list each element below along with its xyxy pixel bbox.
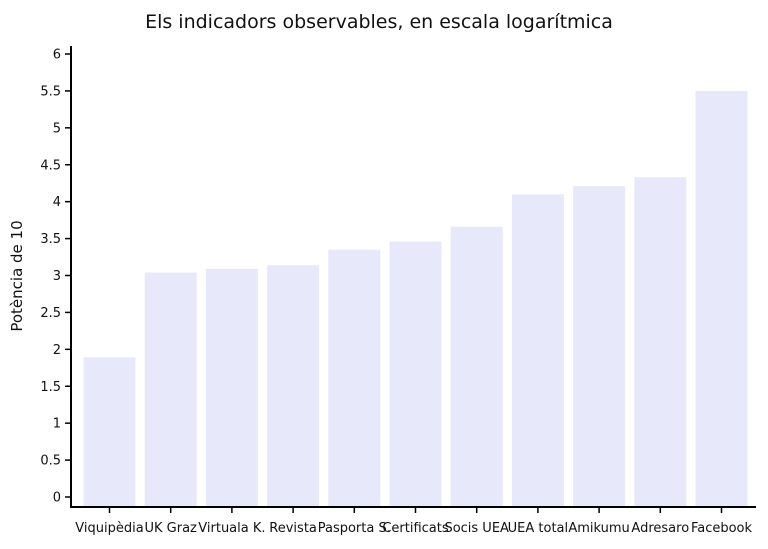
y-tick-label: 2.5 xyxy=(40,306,61,321)
y-axis-ticks: 0 0.5 1 1.5 2 2.5 3 3.5 4 4.5 5 5.5 6 xyxy=(40,48,71,506)
y-tick-label: 6 xyxy=(53,48,61,63)
chart-title: Els indicadors observables, en escala lo… xyxy=(145,11,613,33)
x-tick-label: Facebook xyxy=(691,521,753,536)
bar xyxy=(573,186,626,507)
y-tick-label: 1.5 xyxy=(40,380,61,395)
x-tick-label: Socis UEA xyxy=(444,521,509,536)
bar xyxy=(695,90,748,508)
y-tick-label: 0 xyxy=(53,491,61,506)
x-tick-label: Adresaro xyxy=(631,521,689,536)
bar xyxy=(328,249,381,508)
y-tick-label: 0.5 xyxy=(40,454,61,469)
bar xyxy=(144,272,197,507)
x-tick-label: UEA total xyxy=(508,521,568,536)
y-tick-label: 4 xyxy=(53,195,61,210)
y-tick-label: 3.5 xyxy=(40,232,61,247)
y-tick-label: 5.5 xyxy=(40,84,61,99)
x-tick-label: Pasporta S. xyxy=(318,521,391,536)
y-tick-label: 5 xyxy=(53,121,61,136)
x-tick-label: Revista xyxy=(269,521,317,536)
bar xyxy=(389,241,442,507)
x-tick-label: Viquipèdia xyxy=(75,521,143,536)
bar xyxy=(634,177,687,507)
bar xyxy=(267,265,320,507)
bar xyxy=(511,194,564,508)
x-tick-label: Amikumu xyxy=(568,521,629,536)
y-tick-label: 2 xyxy=(53,343,61,358)
y-axis-label: Potència de 10 xyxy=(8,220,26,331)
y-tick-label: 1 xyxy=(53,417,61,432)
y-tick-label: 3 xyxy=(53,269,61,284)
y-tick-label: 4.5 xyxy=(40,158,61,173)
x-tick-label: UK Graz xyxy=(145,521,198,536)
x-tick-label: Certificats xyxy=(382,521,449,536)
bar xyxy=(205,268,258,507)
x-axis-ticks: Viquipèdia UK Graz Virtuala K. Revista Paspo… xyxy=(75,507,753,536)
bar xyxy=(450,226,503,507)
bars-group xyxy=(83,90,748,508)
x-tick-label: Virtuala K. xyxy=(198,521,265,536)
bar xyxy=(83,357,136,507)
